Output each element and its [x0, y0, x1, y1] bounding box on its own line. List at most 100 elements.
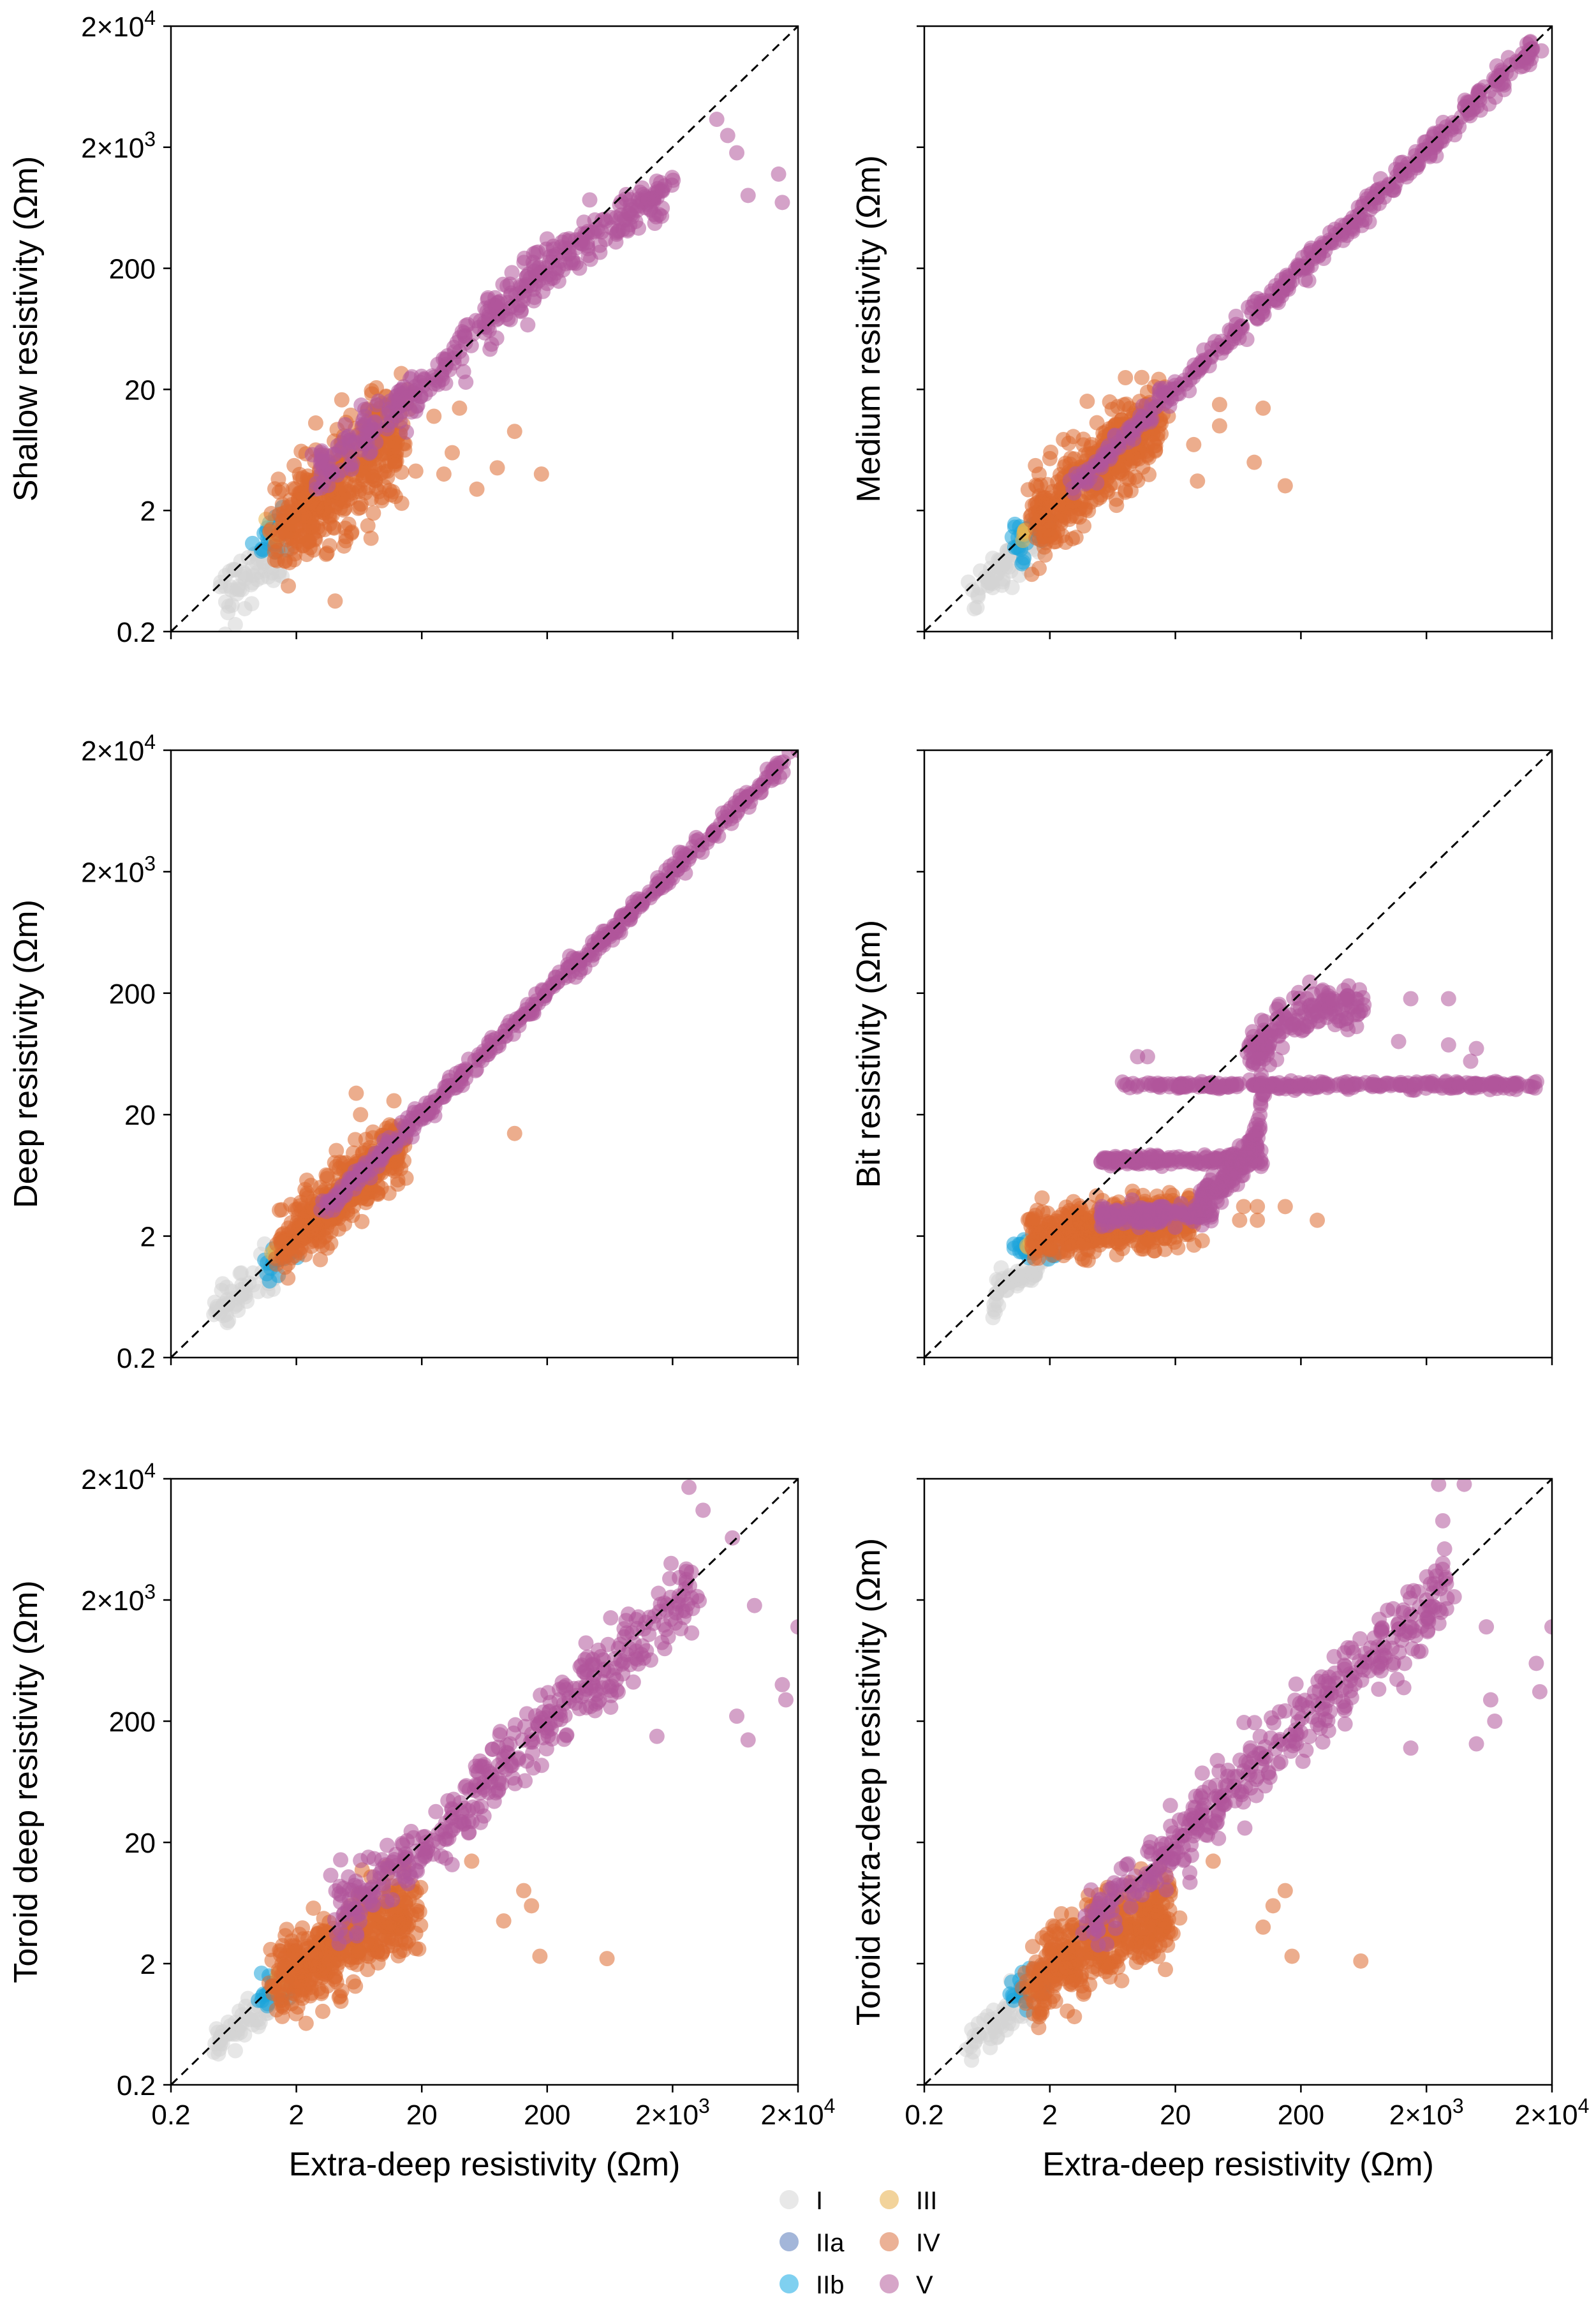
data-point — [373, 1180, 389, 1196]
data-point — [355, 432, 371, 448]
data-point — [1277, 1199, 1293, 1215]
data-point — [1170, 1080, 1186, 1096]
data-point — [1044, 1247, 1060, 1263]
data-point — [1255, 1051, 1271, 1067]
series-IV — [261, 1853, 615, 2031]
y-axis-title: Shallow resistivity (Ωm) — [8, 156, 45, 502]
scatter-points — [206, 750, 798, 1331]
data-point — [1131, 1156, 1147, 1172]
data-point — [988, 1285, 1004, 1301]
data-point — [1250, 1212, 1266, 1228]
data-point — [1292, 1077, 1308, 1093]
data-point — [1107, 1209, 1123, 1225]
data-point — [1145, 427, 1161, 443]
data-point — [332, 500, 348, 516]
data-point — [370, 1955, 386, 1971]
one-to-one-line — [170, 749, 799, 1359]
panel-medium: Medium resistivity (Ωm) — [850, 25, 1553, 639]
data-point — [362, 1170, 378, 1186]
data-point — [709, 112, 725, 128]
data-point — [376, 1132, 392, 1148]
data-point — [351, 1944, 367, 1960]
data-point — [665, 172, 681, 188]
data-point — [264, 1952, 280, 1968]
data-point — [363, 530, 379, 546]
data-point — [372, 1153, 388, 1169]
data-point — [1500, 50, 1516, 66]
data-point — [966, 601, 982, 617]
data-point — [1277, 478, 1293, 494]
data-point — [1006, 1240, 1022, 1256]
data-point — [1186, 1150, 1202, 1166]
data-point — [557, 232, 573, 248]
data-point — [259, 1266, 275, 1282]
data-point — [1438, 1073, 1454, 1089]
y-axis-title: Medium resistivity (Ωm) — [850, 155, 887, 502]
data-point — [211, 2046, 226, 2062]
data-point — [1118, 370, 1134, 386]
data-point — [723, 800, 739, 816]
panel-toroid-deep: 0.20.22220202002002×1032×1032×1042×104To… — [8, 1459, 835, 2183]
data-point — [308, 481, 324, 497]
data-point — [1311, 248, 1327, 264]
data-point — [227, 617, 243, 632]
data-point — [329, 1188, 344, 1204]
data-point — [1257, 1014, 1273, 1030]
data-point — [306, 1900, 321, 1916]
data-point — [219, 1315, 235, 1331]
data-point — [408, 463, 424, 479]
data-point — [286, 1937, 302, 1953]
data-point — [274, 496, 290, 512]
data-point — [1503, 66, 1519, 82]
data-point — [1037, 547, 1053, 563]
data-point — [389, 408, 405, 424]
data-point — [381, 482, 397, 498]
data-point — [1095, 426, 1111, 441]
data-point — [254, 1992, 270, 2008]
data-point — [1016, 550, 1032, 566]
data-point — [341, 516, 357, 532]
data-point — [1053, 481, 1068, 497]
data-point — [448, 1065, 464, 1081]
data-point — [1199, 1189, 1215, 1205]
data-point — [1104, 401, 1120, 417]
data-point — [1248, 1116, 1264, 1132]
data-point — [220, 605, 236, 621]
data-point — [1285, 1017, 1301, 1033]
data-point — [1020, 482, 1036, 498]
y-tick-label: 2×104 — [81, 6, 156, 43]
data-point — [505, 299, 521, 315]
data-point — [1392, 1076, 1408, 1092]
data-point — [506, 424, 522, 440]
data-point — [582, 192, 598, 208]
data-point — [1116, 429, 1132, 445]
data-point — [622, 217, 638, 233]
data-point — [1241, 1039, 1257, 1055]
data-point — [1450, 1075, 1466, 1091]
data-point — [614, 908, 630, 924]
data-point — [1350, 199, 1366, 215]
data-point — [447, 344, 462, 360]
data-point — [584, 224, 600, 240]
y-tick-label: 2×104 — [81, 730, 156, 767]
data-point — [243, 577, 259, 593]
data-point — [417, 1110, 432, 1126]
data-point — [603, 209, 619, 225]
data-point — [1134, 369, 1149, 385]
data-point — [1306, 998, 1322, 1014]
data-point — [1355, 989, 1371, 1005]
data-point — [1167, 374, 1183, 390]
data-point — [371, 393, 387, 409]
data-point — [1203, 1079, 1219, 1095]
data-point — [1157, 1209, 1173, 1225]
data-point — [456, 325, 472, 341]
data-point — [489, 460, 505, 476]
data-point — [1236, 1199, 1252, 1215]
data-point — [392, 1919, 408, 1935]
data-point — [1363, 1076, 1379, 1092]
data-point — [300, 533, 316, 549]
data-point — [329, 1143, 344, 1159]
data-point — [313, 1252, 329, 1268]
data-point — [1012, 567, 1028, 583]
